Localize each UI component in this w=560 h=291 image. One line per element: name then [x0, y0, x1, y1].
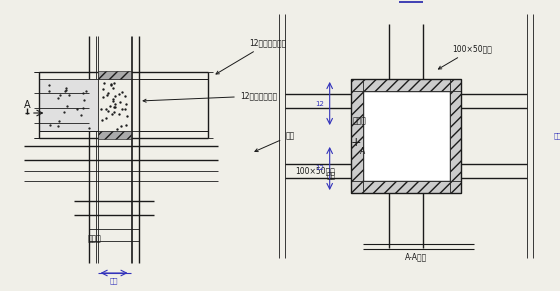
Point — [44, 82, 53, 87]
Point — [118, 107, 127, 111]
Point — [102, 93, 111, 97]
Point — [117, 90, 126, 95]
Point — [108, 112, 117, 116]
Point — [101, 116, 110, 120]
Point — [77, 113, 86, 118]
Point — [122, 122, 130, 127]
Point — [63, 104, 72, 109]
Point — [61, 88, 70, 93]
Point — [121, 107, 130, 111]
Point — [106, 81, 115, 86]
Point — [78, 91, 87, 95]
Point — [97, 107, 106, 111]
Point — [62, 88, 71, 93]
Point — [59, 109, 68, 114]
Point — [106, 83, 115, 88]
Point — [100, 81, 109, 86]
Text: A: A — [360, 146, 365, 155]
Text: 柱宽: 柱宽 — [110, 278, 118, 284]
Point — [116, 124, 125, 129]
Bar — [39, 79, 97, 131]
Point — [54, 119, 63, 124]
Point — [46, 123, 55, 127]
Bar — [450, 181, 461, 193]
Bar — [351, 79, 362, 91]
Bar — [450, 79, 461, 91]
Bar — [97, 131, 130, 139]
Point — [110, 110, 119, 114]
Bar — [362, 181, 450, 193]
Text: A-A剖面: A-A剖面 — [405, 253, 427, 262]
Point — [98, 86, 107, 91]
Text: 100×50木枋: 100×50木枋 — [295, 166, 335, 175]
Point — [98, 118, 107, 123]
Point — [62, 85, 71, 90]
Point — [84, 125, 93, 130]
Point — [53, 95, 62, 100]
Point — [114, 112, 123, 116]
Point — [65, 92, 74, 97]
Text: 12: 12 — [316, 166, 324, 171]
Point — [109, 80, 118, 85]
Bar — [351, 91, 362, 181]
Point — [44, 89, 53, 94]
Point — [116, 99, 125, 104]
Bar — [351, 79, 461, 193]
Point — [55, 93, 64, 97]
Point — [114, 92, 123, 97]
Point — [78, 106, 87, 111]
Bar — [450, 91, 461, 181]
Bar — [362, 79, 450, 91]
Point — [110, 94, 119, 99]
Point — [111, 102, 120, 106]
Text: 12厚覆膜胶合板: 12厚覆膜胶合板 — [143, 91, 277, 102]
Text: 钢管: 钢管 — [327, 171, 336, 180]
Text: A: A — [24, 100, 30, 110]
Point — [73, 106, 82, 111]
Text: 柱宽: 柱宽 — [554, 133, 560, 139]
Point — [121, 93, 130, 98]
Text: 钢管: 钢管 — [255, 132, 295, 152]
Text: 12厚覆膜胶合板: 12厚覆膜胶合板 — [216, 38, 287, 74]
Text: 框架柱: 框架柱 — [88, 235, 102, 244]
Point — [113, 127, 122, 131]
Point — [123, 113, 132, 118]
Text: +: + — [351, 136, 361, 150]
Bar — [97, 71, 130, 79]
Text: 框架梁: 框架梁 — [353, 116, 367, 125]
Point — [110, 105, 119, 109]
Point — [82, 89, 91, 93]
Point — [109, 98, 118, 103]
Point — [109, 86, 118, 91]
Point — [111, 105, 120, 110]
Point — [104, 91, 113, 96]
Bar — [351, 181, 362, 193]
Point — [102, 106, 111, 111]
Point — [80, 98, 88, 103]
Point — [104, 109, 113, 113]
Point — [98, 95, 107, 100]
Point — [106, 104, 115, 109]
Point — [54, 124, 63, 128]
Point — [108, 96, 117, 101]
Text: 12: 12 — [316, 100, 324, 107]
Text: 100×50木枋: 100×50木枋 — [438, 45, 492, 69]
Point — [122, 102, 130, 106]
Bar — [362, 91, 450, 181]
